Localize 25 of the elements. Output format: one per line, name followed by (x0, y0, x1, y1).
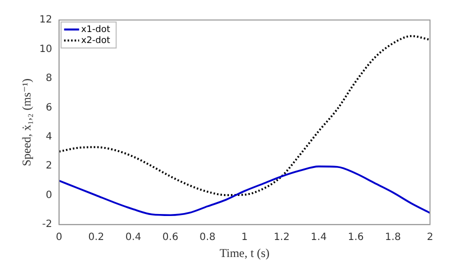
x-tick-label: 2 (426, 232, 434, 244)
x-tick-label: 1.2 (274, 232, 290, 244)
y-tick-label: 4 (46, 132, 52, 143)
x-tick-label: 0 (56, 232, 62, 244)
x-axis-title: Time, t (s) (220, 246, 270, 260)
x-tick-label: 1.6 (348, 232, 364, 244)
x-tick-label: 0.8 (200, 232, 216, 244)
y-tick-label: 6 (46, 102, 52, 114)
y-tick-label: -2 (42, 219, 52, 230)
legend-label: x2-dot (81, 36, 111, 46)
legend-label: x1-dot (81, 24, 111, 35)
x-tick-label: 0.4 (125, 232, 142, 244)
y-tick-label: 0 (46, 190, 52, 201)
x-tick-label: 0.6 (162, 232, 178, 244)
y-tick-label: 2 (46, 160, 52, 172)
x-tick-label: 1 (241, 232, 248, 244)
y-tick-label: 10 (39, 44, 52, 55)
y-tick-label: 12 (39, 14, 52, 26)
x-tick-label: 0.2 (88, 232, 104, 244)
y-tick-label: 8 (46, 73, 52, 84)
line-series (59, 166, 430, 216)
x-tick-label: 1.4 (310, 232, 327, 244)
line-series (59, 35, 430, 196)
y-axis-title: Speed, ẋ₁,₂ (ms⁻¹) (19, 78, 34, 166)
x-tick-label: 1.8 (384, 232, 401, 244)
